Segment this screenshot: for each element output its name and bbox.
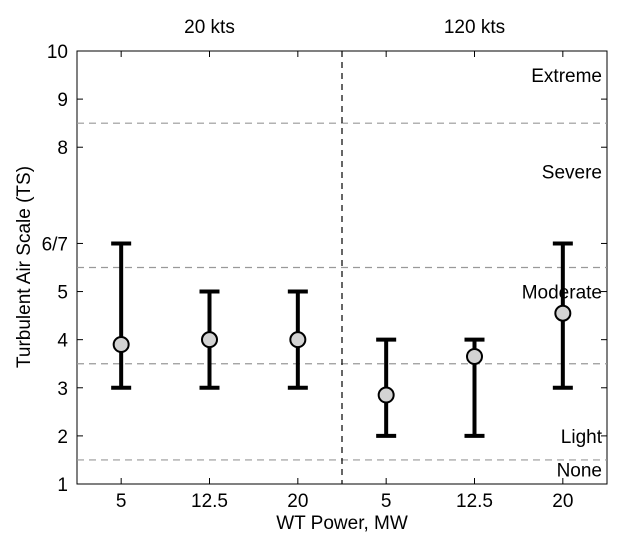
y-tick-label: 10 [47, 42, 68, 63]
y-axis-ticks: 1 2 3 4 5 6/7 8 9 10 [42, 42, 607, 496]
x-tick-label: 5 [116, 491, 127, 512]
panel-titles: 20 kts 120 kts [184, 17, 505, 38]
x-axis-title: WT Power, MW [276, 513, 408, 534]
error-bar-point [111, 241, 132, 390]
band-label: Light [561, 427, 603, 448]
x-tick-label: 12.5 [456, 491, 493, 512]
y-tick-label: 3 [57, 379, 68, 400]
panel-title: 20 kts [184, 17, 235, 38]
y-tick-label: 5 [57, 283, 68, 304]
error-bar-point [464, 337, 485, 438]
panel-title: 120 kts [444, 17, 505, 38]
data-marker [112, 335, 130, 353]
band-label: Severe [542, 162, 602, 183]
y-axis-title: Turbulent Air Scale (TS) [14, 166, 35, 368]
data-marker [289, 331, 307, 349]
error-bar-point [376, 337, 397, 438]
error-bar-point [552, 241, 573, 390]
data-marker [201, 331, 218, 349]
x-tick-label: 20 [287, 491, 308, 512]
y-tick-label: 6/7 [42, 234, 68, 255]
error-bar-point [199, 289, 220, 390]
y-tick-label: 4 [57, 331, 68, 352]
data-marker [377, 386, 395, 404]
error-bar-point [287, 289, 308, 390]
data-marker [554, 304, 572, 322]
data-series [111, 241, 573, 438]
x-axis-ticks: 5 12.5 20 5 12.5 20 [116, 51, 573, 512]
data-marker [466, 348, 483, 366]
x-tick-label: 5 [381, 491, 392, 512]
y-tick-label: 2 [57, 427, 68, 448]
x-tick-label: 20 [552, 491, 573, 512]
band-label: None [557, 461, 602, 482]
y-tick-label: 9 [57, 90, 68, 111]
x-tick-label: 12.5 [191, 491, 228, 512]
y-tick-label: 1 [57, 475, 68, 496]
y-tick-label: 8 [57, 138, 68, 159]
band-label: Extreme [531, 66, 602, 87]
